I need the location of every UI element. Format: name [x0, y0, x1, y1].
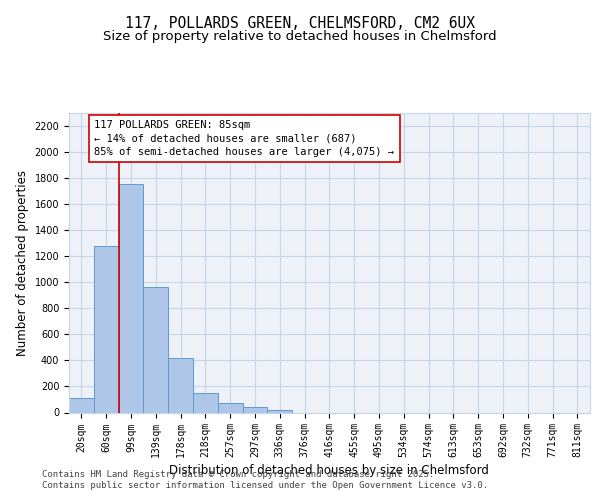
X-axis label: Distribution of detached houses by size in Chelmsford: Distribution of detached houses by size …: [169, 464, 490, 477]
Bar: [119, 184, 143, 412]
Bar: [94, 246, 119, 412]
Text: 117, POLLARDS GREEN, CHELMSFORD, CM2 6UX: 117, POLLARDS GREEN, CHELMSFORD, CM2 6UX: [125, 16, 475, 31]
Bar: [218, 404, 242, 412]
Text: Contains public sector information licensed under the Open Government Licence v3: Contains public sector information licen…: [42, 481, 488, 490]
Text: Size of property relative to detached houses in Chelmsford: Size of property relative to detached ho…: [103, 30, 497, 43]
Bar: [69, 398, 94, 412]
Text: Contains HM Land Registry data © Crown copyright and database right 2025.: Contains HM Land Registry data © Crown c…: [42, 470, 434, 479]
Text: 117 POLLARDS GREEN: 85sqm
← 14% of detached houses are smaller (687)
85% of semi: 117 POLLARDS GREEN: 85sqm ← 14% of detac…: [94, 120, 394, 156]
Bar: [242, 408, 268, 412]
Bar: [268, 410, 292, 412]
Y-axis label: Number of detached properties: Number of detached properties: [16, 170, 29, 356]
Bar: [143, 288, 168, 412]
Bar: [193, 393, 218, 412]
Bar: [168, 358, 193, 412]
